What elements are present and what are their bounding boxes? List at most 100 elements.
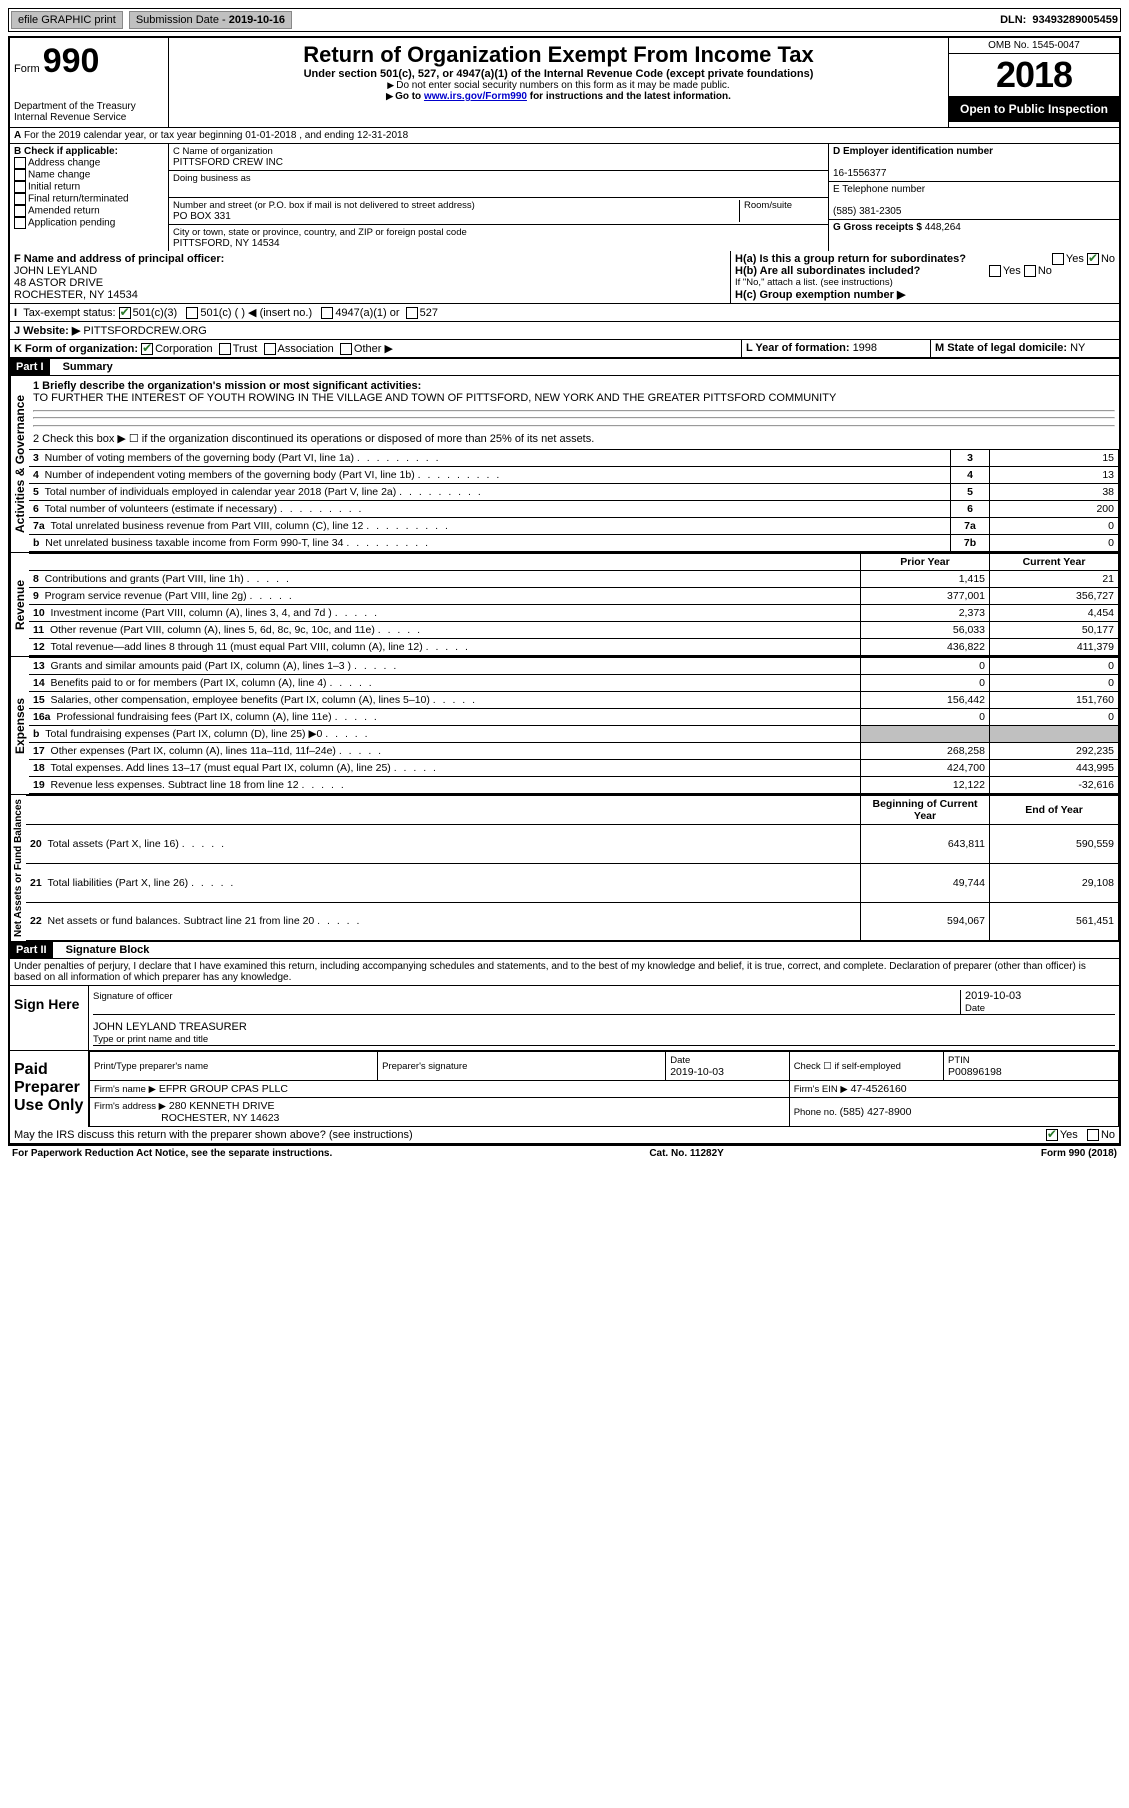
website-value: PITTSFORDCREW.ORG: [83, 325, 206, 337]
revenue-table: Prior YearCurrent Year 8 Contributions a…: [29, 553, 1119, 656]
paid-prep-label: Paid Preparer Use Only: [10, 1051, 89, 1127]
chk-name[interactable]: [14, 169, 26, 181]
opt-initial: Initial return: [28, 182, 80, 193]
tax-exempt-label: Tax-exempt status:: [23, 307, 115, 319]
discuss-no[interactable]: [1087, 1129, 1099, 1141]
perjury-text: Under penalties of perjury, I declare th…: [10, 959, 1119, 985]
ha-yes-label: Yes: [1066, 253, 1084, 265]
expenses-section: Expenses 13 Grants and similar amounts p…: [10, 656, 1119, 794]
part2-title: Signature Block: [56, 944, 150, 956]
box-c: C Name of organization PITTSFORD CREW IN…: [169, 144, 828, 251]
end-year-hdr: End of Year: [990, 796, 1119, 825]
form-label: Form: [14, 63, 40, 75]
domicile-label: M State of legal domicile:: [935, 342, 1070, 354]
hb-yes-label: Yes: [1003, 265, 1021, 277]
chk-pending[interactable]: [14, 217, 26, 229]
hb-no[interactable]: [1024, 265, 1036, 277]
period-line: A For the 2019 calendar year, or tax yea…: [10, 128, 1119, 144]
org-name-label: C Name of organization: [173, 146, 273, 157]
part1-title: Summary: [53, 361, 113, 373]
officer-addr1: 48 ASTOR DRIVE: [14, 277, 103, 289]
vlabel-governance: Activities & Governance: [10, 376, 29, 552]
hb-yes[interactable]: [989, 265, 1001, 277]
chk-address[interactable]: [14, 157, 26, 169]
firm-addr2: ROCHESTER, NY 14623: [161, 1112, 279, 1124]
box-defg: D Employer identification number 16-1556…: [828, 144, 1119, 251]
discuss-no-label: No: [1101, 1129, 1115, 1141]
chk-corp[interactable]: [141, 343, 153, 355]
page-footer: For Paperwork Reduction Act Notice, see …: [8, 1146, 1121, 1161]
netassets-section: Net Assets or Fund Balances Beginning of…: [10, 794, 1119, 941]
hb-label: H(b) Are all subordinates included?: [735, 265, 920, 277]
revenue-section: Revenue Prior YearCurrent Year 8 Contrib…: [10, 552, 1119, 656]
prep-sig-label: Preparer's signature: [382, 1061, 467, 1072]
efile-btn[interactable]: efile GRAPHIC print: [11, 11, 123, 29]
hb-no-label: No: [1038, 265, 1052, 277]
irs-link[interactable]: www.irs.gov/Form990: [424, 91, 527, 102]
officer-name: JOHN LEYLAND: [14, 265, 97, 277]
dept-label: Department of the Treasury Internal Reve…: [14, 101, 164, 123]
footer-right: Form 990 (2018): [1041, 1148, 1117, 1159]
year-formation: 1998: [853, 342, 877, 354]
info-grid: B Check if applicable: Address change Na…: [10, 144, 1119, 251]
chk-assoc[interactable]: [264, 343, 276, 355]
ha-yes[interactable]: [1052, 253, 1064, 265]
officer-label: F Name and address of principal officer:: [14, 253, 224, 265]
room-label: Room/suite: [744, 200, 792, 211]
dln-value: 93493289005459: [1032, 14, 1118, 26]
box-b-label: B Check if applicable:: [14, 146, 118, 157]
discuss-yes-label: Yes: [1060, 1129, 1078, 1141]
chk-trust[interactable]: [219, 343, 231, 355]
chk-501c[interactable]: [186, 307, 198, 319]
opt-trust: Trust: [233, 343, 258, 355]
hc-label: H(c) Group exemption number ▶: [735, 289, 905, 301]
firm-addr-label: Firm's address ▶: [94, 1101, 166, 1112]
open-public-badge: Open to Public Inspection: [949, 96, 1119, 122]
firm-name-label: Firm's name ▶: [94, 1084, 156, 1095]
chk-final[interactable]: [14, 193, 26, 205]
part1-header-row: Part I Summary: [10, 358, 1119, 376]
discuss-text: May the IRS discuss this return with the…: [14, 1129, 413, 1141]
prior-year-hdr: Prior Year: [861, 554, 990, 571]
chk-527[interactable]: [406, 307, 418, 319]
ha-no-label: No: [1101, 253, 1115, 265]
form-org-label: K Form of organization:: [14, 343, 138, 355]
current-year-hdr: Current Year: [990, 554, 1119, 571]
hb-note: If "No," attach a list. (see instruction…: [735, 277, 1115, 288]
discuss-yes[interactable]: [1046, 1129, 1058, 1141]
form-title: Return of Organization Exempt From Incom…: [173, 42, 944, 68]
opt-corp: Corporation: [155, 343, 212, 355]
opt-pending: Application pending: [28, 218, 115, 229]
chk-501c3[interactable]: [119, 307, 131, 319]
footer-mid: Cat. No. 11282Y: [649, 1148, 723, 1159]
period-text: For the 2019 calendar year, or tax year …: [24, 130, 408, 141]
ha-no[interactable]: [1087, 253, 1099, 265]
chk-4947[interactable]: [321, 307, 333, 319]
form-number: 990: [43, 42, 100, 80]
submission-btn[interactable]: Submission Date - 2019-10-16: [129, 11, 292, 29]
website-label: J Website: ▶: [14, 325, 80, 337]
discuss-row: May the IRS discuss this return with the…: [10, 1127, 1119, 1144]
firm-addr1: 280 KENNETH DRIVE: [169, 1100, 275, 1112]
vlabel-netassets: Net Assets or Fund Balances: [10, 795, 26, 941]
opt-address: Address change: [28, 158, 100, 169]
chk-initial[interactable]: [14, 181, 26, 193]
dln-label: DLN:: [1000, 14, 1026, 26]
form-header: Form 990 Department of the Treasury Inte…: [10, 38, 1119, 128]
city-label: City or town, state or province, country…: [173, 227, 467, 238]
prep-date: 2019-10-03: [670, 1066, 724, 1078]
row-i-j: I Tax-exempt status: 501(c)(3) 501(c) ( …: [10, 304, 1119, 322]
phone-value: (585) 381-2305: [833, 206, 901, 217]
vlabel-revenue: Revenue: [10, 553, 29, 656]
firm-name: EFPR GROUP CPAS PLLC: [159, 1083, 288, 1095]
chk-amended[interactable]: [14, 205, 26, 217]
gross-value: 448,264: [925, 222, 961, 233]
note-goto-pre: Go to: [386, 91, 424, 102]
firm-phone-label: Phone no.: [794, 1107, 840, 1118]
sig-date-value: 2019-10-03: [965, 990, 1021, 1002]
part1-body: Activities & Governance 1 Briefly descri…: [10, 376, 1119, 552]
begin-year-hdr: Beginning of Current Year: [861, 796, 990, 825]
city-value: PITTSFORD, NY 14534: [173, 238, 280, 249]
chk-other[interactable]: [340, 343, 352, 355]
mission-q: 1 Briefly describe the organization's mi…: [33, 380, 421, 392]
